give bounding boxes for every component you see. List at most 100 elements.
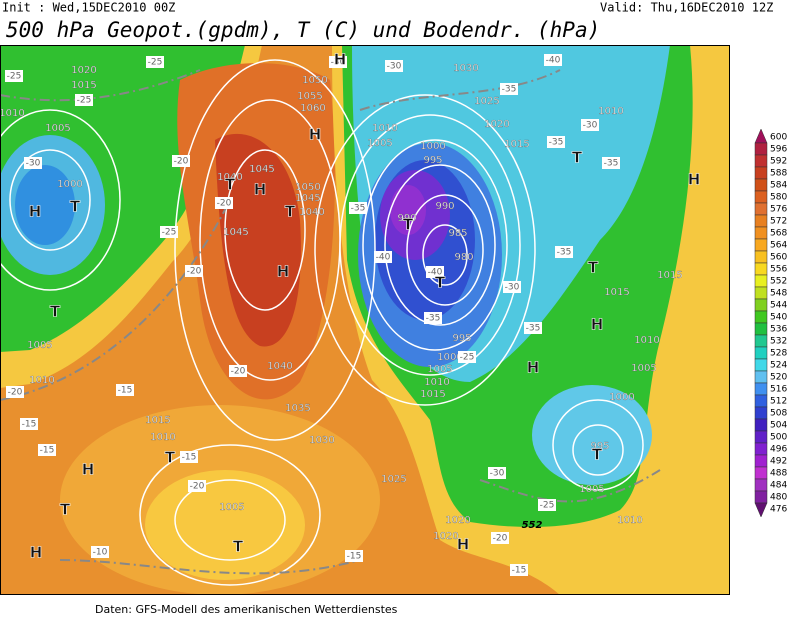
isobar-label: 1025: [474, 96, 499, 107]
isobar-label: 1020: [484, 119, 509, 130]
isotherm-label: -20: [493, 534, 508, 544]
colorbar-box: [754, 262, 768, 276]
isotherm-label: -40: [428, 268, 443, 278]
isobar-label: 1045: [249, 164, 274, 175]
pressure-center: H: [82, 461, 95, 479]
isotherm-label: -20: [8, 388, 23, 398]
isobar-label: 1000: [57, 179, 82, 190]
colorbar-cap: [754, 128, 768, 144]
isotherm-label-box: [503, 281, 521, 293]
isotherm-label-box: [374, 251, 392, 263]
isotherm-label: -35: [351, 204, 366, 214]
field: [15, 165, 75, 245]
isotherm-label: -40: [546, 56, 561, 66]
colorbar-label: 476: [770, 505, 787, 515]
isotherm-label: -30: [26, 159, 41, 169]
isotherm-label-box: [180, 451, 198, 463]
isobar-label: 1005: [219, 502, 244, 513]
colorbar-label: 492: [770, 457, 787, 467]
colorbar-box: [754, 214, 768, 228]
colorbar-label: 580: [770, 193, 787, 203]
isotherm-label: -25: [540, 501, 555, 511]
isotherm-label: -25: [162, 228, 177, 238]
isobar-label: 1050: [302, 75, 327, 86]
isotherm-label-box: [329, 56, 347, 68]
isobar-label: 1015: [420, 389, 445, 400]
colorbar-box: [754, 370, 768, 384]
colorbar-cap: [754, 502, 768, 518]
isotherm-label-box: [385, 60, 403, 72]
colorbar-box: [754, 478, 768, 492]
colorbar-box: [754, 250, 768, 264]
isobar-label: 1005: [427, 364, 452, 375]
isobar-label: 1020: [433, 531, 458, 542]
isobar-label: 1000: [420, 141, 445, 152]
colorbar-label: 532: [770, 337, 787, 347]
isotherm-label: -35: [604, 159, 619, 169]
isotherm-label-box: [116, 384, 134, 396]
colorbar-box: [754, 142, 768, 156]
pressure-center: H: [527, 359, 540, 377]
colorbar-label: 488: [770, 469, 787, 479]
colorbar-box: [754, 358, 768, 372]
colorbar-box: [754, 394, 768, 408]
colorbar-box: [754, 166, 768, 180]
colorbar-label: 480: [770, 493, 787, 503]
colorbar-label: 524: [770, 361, 787, 371]
isotherm-label-box: [172, 155, 190, 167]
colorbar-label: 528: [770, 349, 787, 359]
colorbar-label: 572: [770, 217, 787, 227]
isotherm-label-box: [426, 266, 444, 278]
isotherm-label: -15: [118, 386, 133, 396]
isotherm-label-box: [24, 157, 42, 169]
map-frame: [0, 45, 730, 595]
isotherm-label-box: [349, 202, 367, 214]
pressure-center: T: [225, 176, 236, 194]
isobar-label: 1010: [150, 432, 175, 443]
colorbar-box: [754, 346, 768, 360]
pressure-center: T: [592, 446, 603, 464]
isotherm-label-box: [345, 550, 363, 562]
isotherm-label: -40: [376, 253, 391, 263]
isobar-label: 1045: [295, 193, 320, 204]
pressure-center: T: [285, 203, 296, 221]
isobar-label: 1005: [631, 363, 656, 374]
isobar-label: 1010: [424, 377, 449, 388]
isobar-label: 990: [435, 201, 454, 212]
isobar-label: 1040: [267, 361, 292, 372]
isobar-label: 995: [590, 441, 609, 452]
isotherm-label-box: [75, 94, 93, 106]
pressure-center: T: [435, 274, 446, 292]
isobar-label: 1005: [579, 484, 604, 495]
field: [532, 385, 652, 485]
colorbar-box: [754, 418, 768, 432]
isotherm-label-box: [488, 467, 506, 479]
isobar-label: 980: [454, 252, 473, 263]
colorbar-label: 592: [770, 157, 787, 167]
isotherm-label: -30: [387, 62, 402, 72]
isobar-label: 985: [448, 228, 467, 239]
isotherm-label-box: [185, 265, 203, 277]
isotherm-label: -25: [460, 353, 475, 363]
isobar-label: 1000: [437, 352, 462, 363]
isobar-label: 1025: [381, 474, 406, 485]
colorbar-label: 540: [770, 313, 787, 323]
isotherm-label-box: [547, 136, 565, 148]
isotherm-label-box: [160, 226, 178, 238]
colorbar-box: [754, 442, 768, 456]
isobar-label: 1045: [223, 227, 248, 238]
colorbar-label: 552: [770, 277, 787, 287]
colorbar-label: 600: [770, 133, 787, 143]
colorbar-box: [754, 334, 768, 348]
colorbar-label: 508: [770, 409, 787, 419]
colorbar-box: [754, 430, 768, 444]
isotherm-label-box: [510, 564, 528, 576]
isobar-label: 1015: [71, 80, 96, 91]
isotherm-label: -20: [231, 367, 246, 377]
map-title: 500 hPa Geopot.(gpdm), T (C) und Bodendr…: [6, 18, 600, 42]
pressure-center: T: [588, 259, 599, 277]
isotherm-label: -15: [22, 420, 37, 430]
colorbar-label: 512: [770, 397, 787, 407]
isotherm-label-box: [491, 532, 509, 544]
